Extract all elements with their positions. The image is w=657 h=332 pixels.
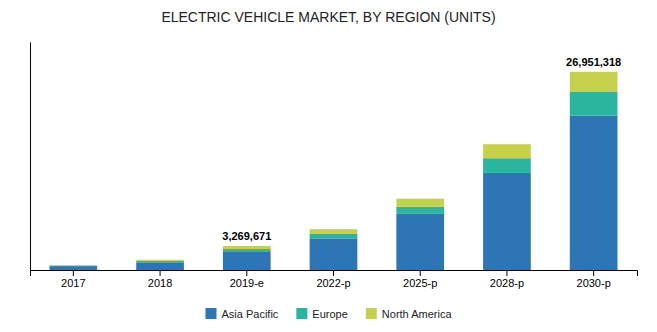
y-axis bbox=[30, 43, 31, 271]
x-tick-label: 2022-p bbox=[316, 277, 350, 289]
x-tick: 2017 bbox=[61, 270, 85, 289]
bar bbox=[310, 234, 358, 238]
title: ELECTRIC VEHICLE MARKET, BY REGION (UNIT… bbox=[161, 9, 495, 25]
bar bbox=[136, 260, 184, 261]
bar bbox=[310, 229, 358, 234]
x-tick-label: 2025-p bbox=[403, 277, 437, 289]
x-tick-mark bbox=[73, 270, 74, 276]
annotation: 26,951,318 bbox=[566, 56, 621, 68]
annotation: 3,269,671 bbox=[222, 230, 271, 242]
legend-label: Asia Pacific bbox=[221, 308, 278, 320]
bar-series bbox=[50, 92, 618, 266]
x-tick: 2028-p bbox=[490, 270, 524, 289]
x-tick: 2019-e bbox=[230, 270, 264, 289]
legend-swatch bbox=[205, 308, 216, 319]
bar-series bbox=[50, 116, 618, 270]
legend-swatch bbox=[366, 308, 377, 319]
x-tick-label: 2018 bbox=[148, 277, 172, 289]
bar-series bbox=[50, 72, 618, 266]
x-tick-mark bbox=[593, 270, 594, 276]
bar bbox=[223, 249, 271, 252]
legend: Asia Pacific Europe North America bbox=[205, 308, 452, 320]
legend-label: Europe bbox=[312, 308, 347, 320]
bar bbox=[483, 173, 531, 270]
x-tick-mark bbox=[160, 270, 161, 276]
bar bbox=[483, 144, 531, 158]
x-axis-line bbox=[31, 271, 638, 277]
bar bbox=[483, 158, 531, 173]
x-tick: 2030-p bbox=[577, 270, 611, 289]
bar bbox=[570, 92, 618, 116]
bar bbox=[50, 265, 98, 267]
x-tick-label: 2017 bbox=[61, 277, 85, 289]
x-tick-mark bbox=[246, 270, 247, 276]
bar bbox=[570, 116, 618, 270]
bar bbox=[50, 264, 98, 266]
bar bbox=[50, 266, 98, 270]
bar bbox=[310, 238, 358, 270]
x-tick-mark bbox=[420, 270, 421, 276]
x-tick-mark bbox=[506, 270, 507, 276]
bar bbox=[223, 246, 271, 249]
x-tick-mark bbox=[333, 270, 334, 276]
bar bbox=[136, 261, 184, 262]
legend-item: Asia Pacific bbox=[205, 308, 278, 320]
plot-area bbox=[50, 72, 618, 270]
x-tick-label: 2019-e bbox=[230, 277, 264, 289]
bar bbox=[223, 252, 271, 270]
legend-item: North America bbox=[366, 308, 453, 320]
bar bbox=[136, 262, 184, 270]
bar bbox=[396, 199, 444, 207]
bar bbox=[396, 207, 444, 214]
x-tick: 2025-p bbox=[403, 270, 437, 289]
chart: ELECTRIC VEHICLE MARKET, BY REGION (UNIT… bbox=[0, 0, 657, 332]
x-axis: 2017 2018 2019-e 2022-p 2025-p 2028-p 2030-p bbox=[31, 270, 638, 289]
x-tick: 2018 bbox=[148, 270, 172, 289]
x-tick: 2022-p bbox=[316, 270, 350, 289]
legend-item: Europe bbox=[296, 308, 347, 320]
y-axis-line bbox=[30, 43, 31, 271]
x-tick-label: 2028-p bbox=[490, 277, 524, 289]
bar bbox=[570, 72, 618, 92]
bar bbox=[396, 213, 444, 270]
legend-label: North America bbox=[382, 308, 453, 320]
x-tick-label: 2030-p bbox=[577, 277, 611, 289]
legend-swatch bbox=[296, 308, 307, 319]
